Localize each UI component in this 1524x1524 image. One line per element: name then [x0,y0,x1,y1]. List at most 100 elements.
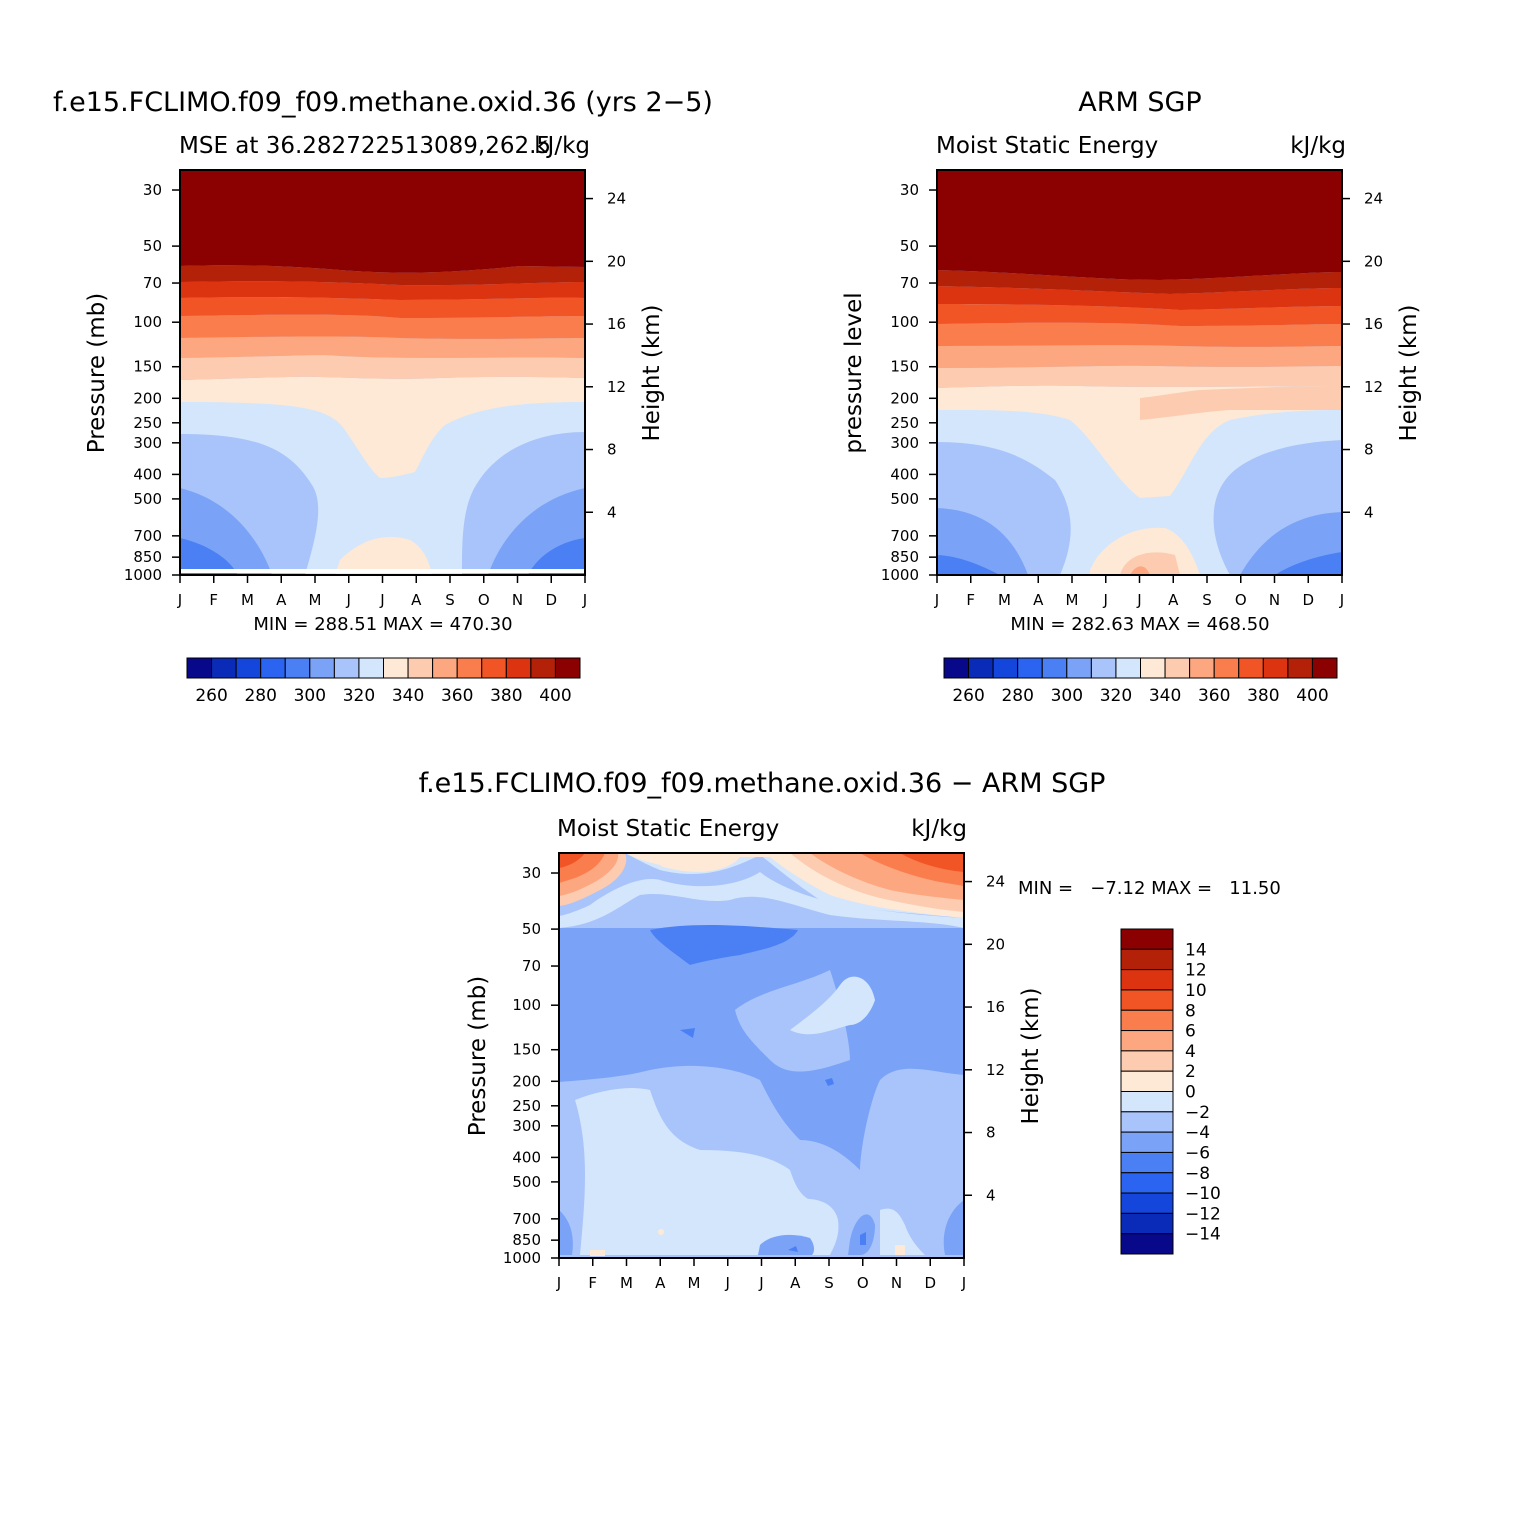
panel-model: f.e15.FCLIMO.f09_f09.methane.oxid.36 (yr… [53,87,713,706]
colorbar-box [1120,989,1174,1011]
month-tick-label: J [1136,591,1141,609]
height-tick-label: 12 [1364,378,1383,396]
y-axis-label: pressure level [841,292,867,453]
panel-obs: ARM SGP Moist Static Energy kJ/kg 30 50 70… [841,87,1422,706]
colorbar-box [358,657,384,679]
colorbar-label: 280 [244,686,276,706]
pressure-tick-label: 250 [890,414,919,432]
colorbar-label: −10 [1185,1184,1221,1204]
colorbar-label: 4 [1185,1042,1196,1062]
colorbar-label: 400 [539,686,571,706]
colorbar-box [211,657,237,679]
colorbar-box [1120,1131,1174,1153]
colorbar-box [992,657,1019,679]
colorbar-label: 6 [1185,1022,1196,1042]
panel-left-label: Moist Static Energy [936,133,1158,159]
pressure-tick-label: 500 [890,490,919,508]
month-tick-label: O [1235,591,1247,609]
colorbar-label: 380 [490,686,522,706]
colorbar-box [1115,657,1141,679]
colorbar-box [530,657,556,679]
contour-fill [937,170,1342,575]
y-axis-label: Pressure (mb) [465,976,491,1136]
pressure-tick-label: 150 [512,1041,541,1059]
month-tick-label: M [998,591,1011,609]
month-tick-label: S [445,591,455,609]
pressure-tick-label: 850 [890,548,919,566]
colorbar-box [1120,1091,1174,1113]
month-tick-label: A [1033,591,1044,609]
month-tick-label: O [478,591,490,609]
colorbar-box [1017,657,1043,679]
panel-units-label: kJ/kg [534,133,590,159]
colorbar-label: 8 [1185,1001,1196,1021]
colorbar-label: 12 [1185,961,1207,981]
pressure-tick-label: 70 [900,274,919,292]
colorbar-box [1120,1172,1174,1194]
month-tick-label: J [582,591,587,609]
colorbar-box [383,657,409,679]
pressure-tick-label: 1000 [503,1249,541,1267]
colorbar-label: 10 [1185,981,1207,1001]
colorbar-label: 300 [294,686,326,706]
colorbar-box [481,657,507,679]
panel-units-label: kJ/kg [1290,133,1346,159]
min-max-label: MIN = 282.63 MAX = 468.50 [1010,614,1269,635]
pressure-tick-label: 500 [133,490,162,508]
pressure-tick-label: 1000 [124,566,162,584]
colorbar-box [1213,657,1240,679]
month-tick-label: J [379,591,384,609]
colorbar-box [1120,1030,1174,1052]
height-tick-label: 8 [986,1124,996,1142]
colorbar-label: 260 [195,686,227,706]
month-tick-label: S [1202,591,1212,609]
colorbar-box [1120,1070,1174,1092]
month-tick-label: A [790,1274,801,1292]
pressure-tick-label: 400 [512,1148,541,1166]
colorbar-label: 320 [343,686,375,706]
colorbar-box [1090,657,1117,679]
pressure-tick-label: 300 [890,434,919,452]
panel-title: f.e15.FCLIMO.f09_f09.methane.oxid.36 (yr… [53,87,713,118]
colorbar-box [1262,657,1289,679]
colorbar-label: 360 [1198,686,1230,706]
colorbar-box [1140,657,1166,679]
colorbar-box [1287,657,1313,679]
pressure-tick-label: 300 [512,1117,541,1135]
y2-axis-label: Height (km) [1018,987,1044,1124]
colorbar-label: 0 [1185,1083,1196,1103]
height-tick-label: 16 [1364,315,1383,333]
pressure-tick-label: 400 [133,465,162,483]
colorbar-box [456,657,483,679]
colorbar-box [1066,657,1092,679]
pressure-tick-label: 50 [900,237,919,255]
month-tick-label: N [891,1274,902,1292]
colorbar-box [505,657,532,679]
month-tick-label: M [620,1274,633,1292]
colorbar-box [968,657,994,679]
month-tick-label: J [725,1274,730,1292]
height-tick-label: 12 [607,378,626,396]
colorbar-label: 340 [1149,686,1181,706]
colorbar-box [1120,1233,1174,1255]
height-tick-label: 24 [986,873,1005,891]
month-tick-label: N [1269,591,1280,609]
pressure-tick-label: 70 [143,274,162,292]
colorbar-box [554,657,581,679]
pressure-tick-label: 30 [900,181,919,199]
panel-left-label: Moist Static Energy [557,816,779,842]
min-max-label: MIN = 288.51 MAX = 470.30 [253,614,512,635]
month-tick-label: J [1339,591,1344,609]
panel-title: ARM SGP [1078,87,1201,118]
month-tick-label: D [924,1274,936,1292]
month-tick-label: D [1302,591,1314,609]
colorbar-box [235,657,262,679]
height-tick-label: 20 [1364,252,1383,270]
colorbar-label: −6 [1185,1143,1210,1163]
pressure-tick-label: 30 [143,181,162,199]
pressure-tick-label: 300 [133,434,162,452]
colorbar-label: 340 [392,686,424,706]
month-tick-label: M [688,1274,701,1292]
pressure-tick-label: 100 [512,996,541,1014]
